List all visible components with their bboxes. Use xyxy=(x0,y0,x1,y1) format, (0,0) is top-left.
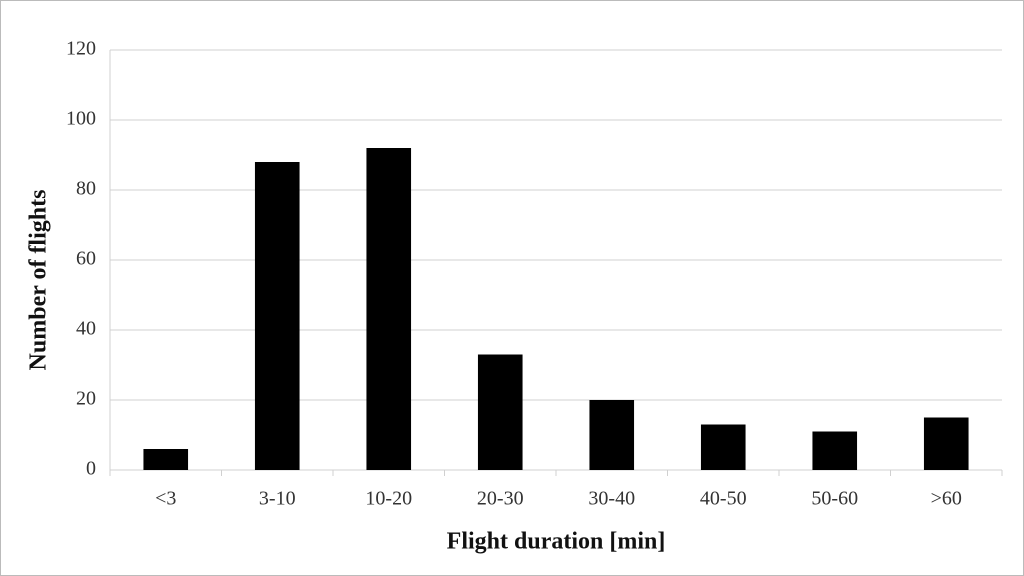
x-tick-label: 20-30 xyxy=(477,488,524,510)
y-tick-label: 100 xyxy=(66,108,96,130)
bar xyxy=(812,431,858,470)
bar xyxy=(923,417,969,470)
x-tick-label: >60 xyxy=(931,488,962,510)
x-tick-label: 10-20 xyxy=(365,488,412,510)
bar xyxy=(254,162,300,470)
y-tick-label: 120 xyxy=(66,38,96,60)
bar xyxy=(700,424,746,470)
y-tick-label: 0 xyxy=(86,458,96,480)
y-tick-label: 60 xyxy=(76,248,96,270)
x-tick-label: 3-10 xyxy=(259,488,296,510)
x-tick-label: <3 xyxy=(155,488,176,510)
bar xyxy=(366,148,412,470)
y-tick-label: 40 xyxy=(76,318,96,340)
x-axis-title: Flight duration [min] xyxy=(447,529,666,555)
x-tick-label: 40-50 xyxy=(700,488,747,510)
bar xyxy=(143,449,189,470)
x-tick-label: 30-40 xyxy=(588,488,635,510)
bar xyxy=(589,400,635,470)
y-axis-title: Number of flights xyxy=(26,190,52,371)
bar xyxy=(477,354,523,470)
x-tick-label: 50-60 xyxy=(811,488,858,510)
y-tick-label: 20 xyxy=(76,388,96,410)
y-tick-label: 80 xyxy=(76,178,96,200)
